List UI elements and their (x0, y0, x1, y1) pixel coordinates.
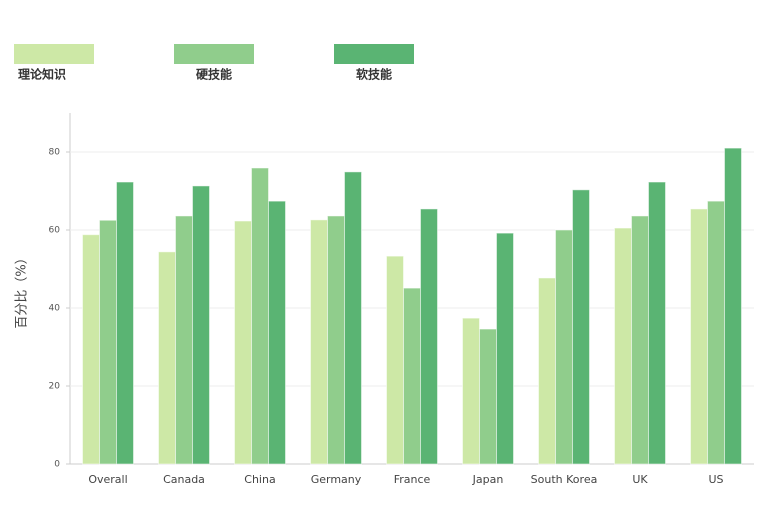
x-tick-label: Canada (163, 473, 205, 486)
legend-swatch (334, 44, 414, 64)
bar (614, 227, 632, 465)
bar (116, 181, 134, 465)
bar (707, 200, 725, 465)
bar (386, 255, 404, 465)
bar (327, 215, 345, 465)
y-tick-label: 40 (49, 304, 61, 314)
y-axis-label: 百分比（%） (15, 251, 30, 328)
y-tick-label: 60 (49, 226, 61, 236)
x-tick-label: France (394, 473, 431, 486)
y-tick-label: 80 (49, 148, 61, 158)
bar (344, 171, 362, 465)
bar (462, 317, 480, 465)
bar (251, 167, 269, 465)
bar (158, 251, 176, 465)
x-tick-label: Germany (311, 473, 362, 486)
x-tick-label: Overall (88, 473, 127, 486)
x-tick-label: US (708, 473, 723, 486)
bar (538, 277, 556, 465)
bar (555, 229, 573, 465)
legend-swatch (174, 44, 254, 64)
bar (496, 232, 514, 465)
x-tick-label: UK (632, 473, 648, 486)
bar (724, 147, 742, 465)
x-tick-label: South Korea (531, 473, 598, 486)
bar (192, 185, 210, 465)
bar (82, 234, 100, 465)
bar (403, 287, 421, 465)
bar (99, 219, 117, 465)
bar (648, 181, 666, 465)
bar (479, 328, 497, 465)
bar (631, 215, 649, 465)
x-tick-label: China (244, 473, 275, 486)
bar (310, 219, 328, 465)
legend-swatch (14, 44, 94, 64)
legend-label: 硬技能 (196, 67, 232, 82)
bar (234, 220, 252, 465)
x-tick-label: Japan (472, 473, 504, 486)
legend-label: 理论知识 (18, 67, 66, 82)
y-tick-label: 20 (49, 382, 61, 392)
bar (175, 215, 193, 465)
legend-label: 软技能 (356, 67, 392, 82)
y-tick-label: 0 (54, 460, 60, 470)
bar (268, 200, 286, 465)
bar (690, 208, 708, 465)
bar (420, 208, 438, 465)
bar (572, 189, 590, 465)
